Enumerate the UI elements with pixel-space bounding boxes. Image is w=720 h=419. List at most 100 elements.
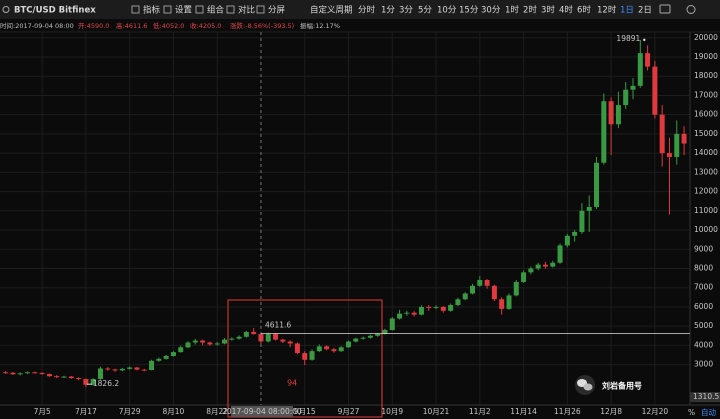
candle-body [499, 299, 505, 309]
toolbar-item[interactable]: 1时 [505, 5, 519, 16]
toolbar-item[interactable]: 3时 [541, 5, 555, 16]
candle-body [83, 379, 89, 385]
candle-body [302, 353, 308, 360]
toolbar-item[interactable]: 2时 [523, 5, 537, 16]
candle-body [484, 280, 490, 286]
candle-body [214, 343, 220, 345]
candle-body [280, 339, 286, 342]
candle-body [367, 335, 373, 338]
settings-icon[interactable] [686, 5, 696, 14]
candle-body [236, 336, 242, 339]
candle-body [54, 376, 60, 378]
candle-body [105, 368, 111, 370]
axis-button[interactable]: % [688, 408, 695, 417]
candle-body [170, 352, 176, 356]
y-tick-label: 9000 [694, 244, 713, 253]
candle-body [681, 133, 687, 144]
candle-body [127, 367, 133, 369]
candle-body [294, 343, 300, 354]
toolbar-item[interactable]: 15分 [459, 6, 479, 16]
candle-body [331, 349, 337, 352]
candle-body [61, 376, 67, 378]
candle-body [623, 89, 629, 106]
toolbar-item[interactable]: 30分 [481, 6, 501, 16]
tool-icon [195, 5, 204, 14]
symbol[interactable]: BTC/USD Bitfinex [14, 6, 96, 16]
toolbar-item[interactable]: 组合 [207, 5, 225, 16]
candle-body [557, 245, 563, 263]
candle-body [178, 347, 184, 353]
candle-body [601, 101, 607, 163]
candle-body [586, 206, 592, 211]
candle-body [76, 378, 82, 380]
candle-body [528, 268, 534, 273]
high-marker [643, 38, 646, 42]
plot [0, 32, 690, 405]
candle-body [382, 330, 388, 334]
candle-body [491, 285, 497, 300]
toolbar-item[interactable]: 4时 [559, 5, 573, 16]
watermark-icon [575, 375, 595, 395]
candle-body [579, 210, 585, 232]
candle-body [221, 339, 227, 344]
x-tick-label: 12月8 [600, 407, 622, 416]
x-tick-label: 7月29 [119, 407, 141, 416]
toolbar-item[interactable]: 分时 [358, 5, 376, 16]
camera-icon[interactable] [659, 4, 671, 14]
y-tick-label: 20000 [694, 33, 718, 42]
candle-body [470, 285, 476, 294]
toolbar-items: 指标 设置 组合 对比 分屏 自定义周期 分时 1分 3分 5分 10分 15分 30分 1时 2时 3时 4时… [131, 5, 652, 16]
axis-button[interactable]: 自动 [701, 407, 716, 417]
candle-body [594, 162, 600, 207]
candle-body [3, 372, 9, 374]
tool-icon [256, 5, 265, 14]
x-tick-label: 11月26 [554, 407, 581, 416]
candle-body [185, 342, 191, 348]
toolbar-item[interactable]: 对比 [238, 5, 255, 16]
info-item: 涨跌:-8.56%(-393.5) [230, 21, 294, 30]
toolbar [0, 0, 720, 19]
y-tick-label: 6000 [694, 302, 713, 311]
toolbar-item[interactable]: 1日 [620, 6, 634, 16]
x-tick-label: 8月22 [206, 407, 228, 416]
y-tick-label: 18000 [694, 71, 718, 80]
toolbar-item[interactable]: 分屏 [268, 6, 286, 16]
candle-body [141, 369, 147, 371]
candle-body [207, 342, 213, 345]
toolbar-item[interactable]: 12时 [597, 5, 617, 16]
price-label-box [690, 392, 720, 403]
toolbar-item[interactable]: 1分 [381, 6, 395, 16]
candle-body [418, 306, 424, 315]
toolbar-item[interactable]: 5分 [418, 6, 432, 16]
toolbar-item[interactable]: 6时 [577, 5, 591, 16]
y-tick-label: 7000 [694, 283, 713, 292]
candle-body [411, 312, 417, 315]
candle-body [674, 133, 680, 157]
candle-body [258, 334, 264, 342]
y-tick-label: 13000 [694, 167, 718, 176]
candle-body [666, 153, 672, 157]
candle-body [397, 313, 403, 319]
candle-body [134, 367, 140, 370]
candle-body [572, 231, 578, 236]
tool-icon [163, 5, 172, 14]
candle-body [25, 372, 31, 374]
toolbar-item[interactable]: 指标 [143, 5, 161, 16]
candle-body [149, 360, 155, 371]
candle-body [448, 305, 454, 311]
toolbar-item[interactable]: 3分 [399, 6, 413, 16]
highlight-box [227, 299, 383, 418]
candle-body [455, 299, 461, 306]
x-tick-label: 10月21 [423, 407, 450, 416]
candle-body [659, 114, 665, 154]
toolbar-item[interactable]: 设置 [175, 5, 193, 16]
price-label: 1310.5 [693, 392, 719, 401]
candle-body [550, 262, 556, 267]
toolbar-item[interactable]: 2日 [638, 6, 652, 16]
toolbar-item[interactable]: 10分 [437, 6, 457, 16]
toolbar-item[interactable]: 自定义周期 [310, 5, 353, 16]
candle-body [243, 331, 249, 337]
menu-icon[interactable] [2, 6, 10, 13]
watermark: 刘岩备用号 [602, 381, 642, 391]
